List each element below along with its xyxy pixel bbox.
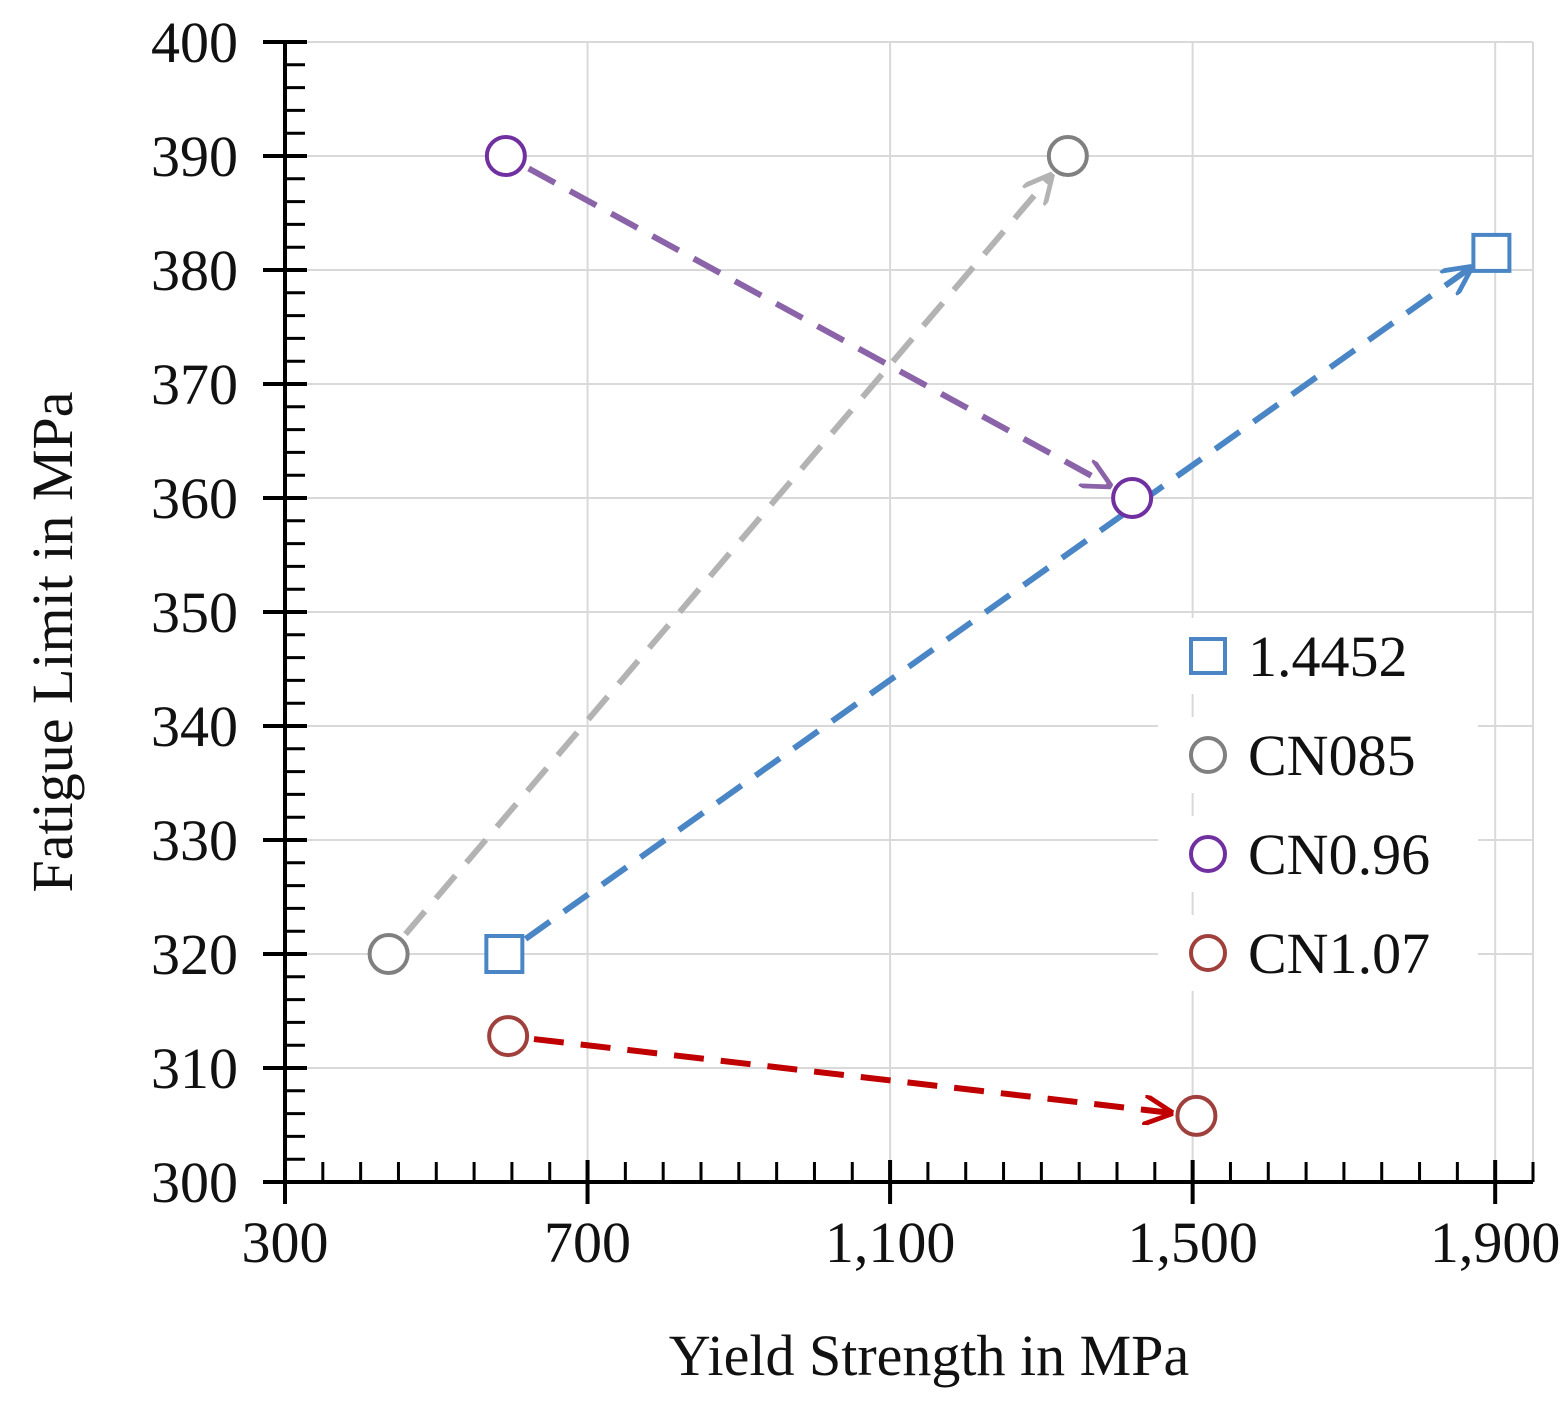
x-tick-label: 1,900 [1430,1210,1561,1275]
legend-label: CN0.96 [1248,822,1430,887]
x-tick-label: 300 [242,1210,329,1275]
grid-lines [285,41,1534,1182]
y-tick-label: 300 [151,1150,238,1215]
trend-arrow [527,165,1110,485]
y-tick-label: 370 [151,352,238,417]
y-axis-title: Fatigue Limit in MPa [20,391,85,892]
x-tick-label: 1,500 [1127,1210,1258,1275]
legend-marker-circle [1189,934,1227,972]
data-point-circle [1046,135,1089,177]
legend-marker-circle [1189,835,1227,873]
axes [263,40,1535,1204]
legend: 1.4452 CN085 CN0.96 CN1.07 [1158,618,1478,991]
data-point-circle [367,933,410,975]
legend-marker-circle [1189,736,1227,774]
legend-label: 1.4452 [1248,624,1408,689]
trend-arrow [403,176,1051,937]
data-points [367,135,1512,1137]
data-point-circle [1175,1094,1218,1137]
data-point-square [1471,232,1512,273]
tick-labels: 300 310 320 330 340 350 360 370 380 390 400 300 700 1… [151,10,1560,1275]
x-tick-label: 1,100 [825,1210,956,1275]
data-point-circle [487,1015,530,1058]
x-tick-label: 700 [544,1210,631,1275]
x-axis-title: Yield Strength in MPa [669,1323,1189,1388]
y-tick-label: 360 [151,466,238,531]
y-tick-label: 330 [151,808,238,873]
legend-label: CN085 [1248,723,1416,788]
legend-marker-square [1189,637,1227,675]
y-tick-label: 380 [151,238,238,303]
y-tick-label: 340 [151,694,238,759]
data-point-circle [1111,477,1154,519]
data-point-circle [484,135,527,177]
y-tick-label: 310 [151,1036,238,1101]
y-tick-label: 350 [151,580,238,645]
y-tick-label: 320 [151,922,238,987]
trend-arrow [523,268,1471,942]
trend-arrow [533,1036,1171,1113]
y-tick-label: 390 [151,124,238,189]
legend-label: CN1.07 [1248,921,1430,986]
y-tick-label: 400 [151,10,238,75]
arrows [403,165,1471,1113]
data-point-square [484,934,525,974]
